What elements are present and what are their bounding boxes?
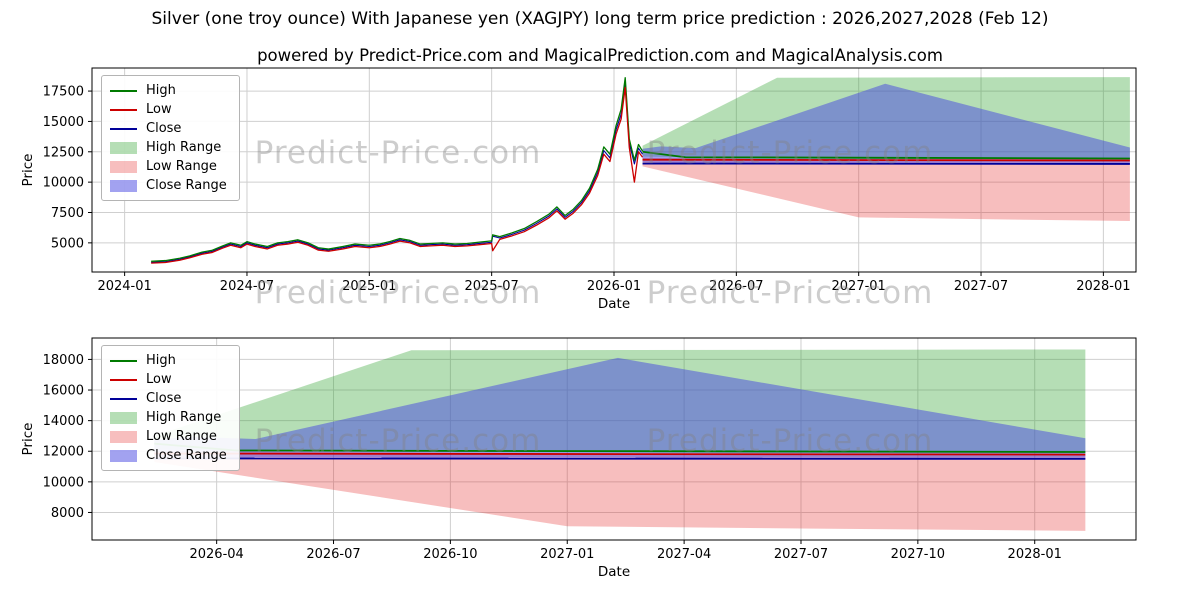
x-tick-label: 2024-01 [97,279,151,294]
x-tick-label: 2027-04 [657,547,711,562]
x-axis-label: Date [598,296,630,312]
legend-line-swatch [110,359,137,362]
y-tick-label: 12500 [43,145,84,160]
page-title: Silver (one troy ounce) With Japanese ye… [151,9,1049,29]
low-history-line [151,86,644,264]
x-tick-label: 2025-07 [464,279,518,294]
legend-item-close-range: Close Range [110,446,227,465]
legend-item-close-range: Close Range [110,176,227,195]
legend-label: Close Range [146,178,227,193]
low-range-band [154,451,1086,531]
legend-label: Low [146,102,172,117]
legend-label: Low Range [146,159,217,174]
legend-patch-swatch [110,179,137,192]
y-tick-label: 10000 [43,475,84,490]
chart-canvas: 2026-04 2026-07 2026-10 2027-01 2027-04 2027-… [20,337,1137,580]
y-tick-label: 10000 [43,176,84,191]
legend-label: Low [146,372,172,387]
legend-item-low: Low [110,370,227,389]
legend-patch-swatch [110,449,137,462]
y-tick-label: 7500 [51,206,84,221]
y-tick-label: 18000 [43,353,84,368]
legend-line-swatch [110,397,137,400]
legend-line-swatch [110,127,137,130]
x-tick-label: 2028-01 [1076,279,1130,294]
legend-item-low: Low [110,100,227,119]
y-tick-label: 16000 [43,384,84,399]
legend-patch-swatch [110,430,137,443]
y-tick-label: 8000 [51,506,84,521]
price-history-and-prediction-chart: 2024-01 2024-07 2025-01 2025-07 2026-01 2026-… [0,62,1200,317]
x-tick-label: 2024-07 [220,279,274,294]
legend-item-high-range: High Range [110,408,227,427]
legend-label: Close [146,121,182,136]
legend-item-high: High [110,351,227,370]
y-tick-label: 17500 [43,85,84,100]
x-tick-label: 2027-07 [954,279,1008,294]
legend-label: High Range [146,140,222,155]
high-forecast-line [642,150,1130,160]
y-tick-label: 14000 [43,414,84,429]
low-forecast-line [154,452,1086,456]
legend-patch-swatch [110,160,137,173]
close-range-band [154,357,1086,459]
legend-item-low-range: Low Range [110,427,227,446]
legend-label: High [146,353,176,368]
legend-line-swatch [110,378,137,381]
x-tick-label: 2025-01 [342,279,396,294]
x-tick-label: 2027-01 [832,279,886,294]
legend-label: Low Range [146,429,217,444]
legend-item-close: Close [110,389,227,408]
legend: High Low Close High Range Low Range Close Ran… [101,75,240,201]
high-history-line [151,77,644,262]
x-tick-label: 2026-07 [306,547,360,562]
x-tick-label: 2027-07 [774,547,828,562]
y-axis-label: Price [20,423,36,456]
prediction-detail-chart: 2026-04 2026-07 2026-10 2027-01 2027-04 2027-… [0,330,1200,592]
legend-item-close: Close [110,119,227,138]
x-tick-label: 2028-01 [1008,547,1062,562]
legend-line-swatch [110,89,137,92]
x-tick-label: 2026-01 [587,279,641,294]
legend-item-high: High [110,81,227,100]
low-range-band [642,157,1130,221]
page-subtitle: powered by Predict-Price.com and Magical… [257,46,943,65]
plot-border [91,337,1137,541]
x-axis-label: Date [598,564,630,580]
x-tick-label: 2026-10 [423,547,477,562]
y-tick-label: 5000 [51,236,84,251]
legend-line-swatch [110,108,137,111]
legend-label: High [146,83,176,98]
x-tick-label: 2027-10 [891,547,945,562]
y-tick-label: 12000 [43,445,84,460]
legend-label: Close Range [146,448,227,463]
low-forecast-line [642,158,1130,162]
close-history-line [151,82,644,263]
legend: High Low Close High Range Low Range Close Ran… [101,345,240,471]
legend-item-low-range: Low Range [110,157,227,176]
close-range-band [642,83,1130,164]
x-tick-label: 2026-04 [189,547,243,562]
chart-canvas: 2024-01 2024-07 2025-01 2025-07 2026-01 2026-… [20,67,1137,312]
x-tick-label: 2026-07 [709,279,763,294]
legend-item-high-range: High Range [110,138,227,157]
legend-patch-swatch [110,141,137,154]
y-tick-label: 15000 [43,115,84,130]
legend-label: High Range [146,410,222,425]
legend-label: Close [146,391,182,406]
legend-patch-swatch [110,411,137,424]
x-tick-label: 2027-01 [540,547,594,562]
y-axis-label: Price [20,154,36,187]
